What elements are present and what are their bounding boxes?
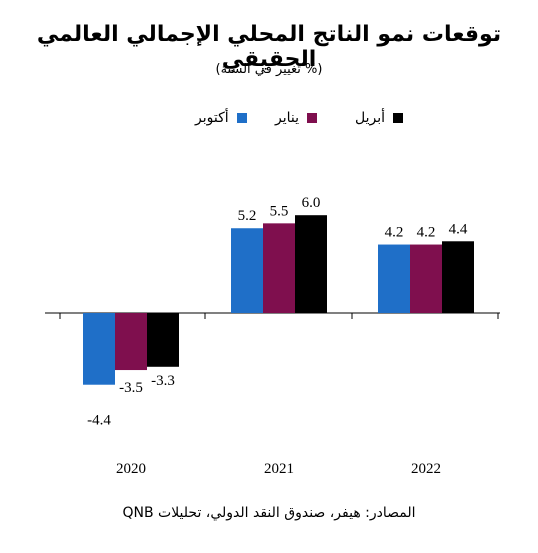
data-label-2022-series-2: 4.4 — [449, 221, 468, 237]
chart-title: توقعات نمو الناتج المحلي الإجمالي العالم… — [36, 22, 502, 72]
category-label-2020: 2020 — [116, 461, 146, 477]
bar-2020-series-1 — [115, 313, 147, 371]
data-label-2021-series-2: 6.0 — [302, 195, 321, 211]
data-label-2022-series-1: 4.2 — [417, 225, 436, 241]
data-label-2020-series-2: -3.3 — [151, 373, 175, 389]
data-label-2021-series-1: 5.5 — [270, 203, 289, 219]
chart-subtitle: (% تغيير في السنة) — [215, 62, 323, 77]
category-label-2022: 2022 — [411, 461, 441, 477]
bar-2020-series-2 — [147, 313, 179, 367]
legend-swatch-apr — [393, 113, 404, 123]
bar-chart: -4.4 -3.5 -3.3 2020 5.2 5.5 6.0 2021 4.2 4.2 4.4 20… — [45, 195, 500, 477]
data-label-2022-series-0: 4.2 — [385, 225, 404, 241]
source-note: المصادر: هيفر، صندوق النقد الدولي، تحليل… — [122, 505, 416, 521]
legend-label-jan: يناير — [275, 110, 300, 126]
category-label-2021: 2021 — [264, 461, 294, 477]
legend-item-apr: أبريل — [355, 110, 404, 126]
bar-2022-series-2 — [442, 241, 474, 313]
bar-2020-series-0 — [83, 313, 115, 385]
legend-item-jan: يناير — [275, 110, 318, 126]
data-label-2020-series-0: -4.4 — [87, 413, 111, 429]
legend-swatch-jan — [307, 113, 318, 123]
data-label-2021-series-0: 5.2 — [238, 208, 257, 224]
legend-label-oct: أكتوبر — [195, 110, 229, 126]
bar-2021-series-0 — [231, 228, 263, 313]
bar-2021-series-2 — [295, 215, 327, 313]
legend: أكتوبر يناير أبريل — [0, 110, 538, 130]
bar-2022-series-1 — [410, 244, 442, 313]
bar-2022-series-0 — [378, 244, 410, 313]
legend-item-oct: أكتوبر — [195, 110, 247, 126]
legend-label-apr: أبريل — [355, 110, 386, 126]
legend-swatch-oct — [236, 113, 247, 123]
data-label-2020-series-1: -3.5 — [119, 380, 143, 396]
bar-2021-series-1 — [263, 223, 295, 313]
